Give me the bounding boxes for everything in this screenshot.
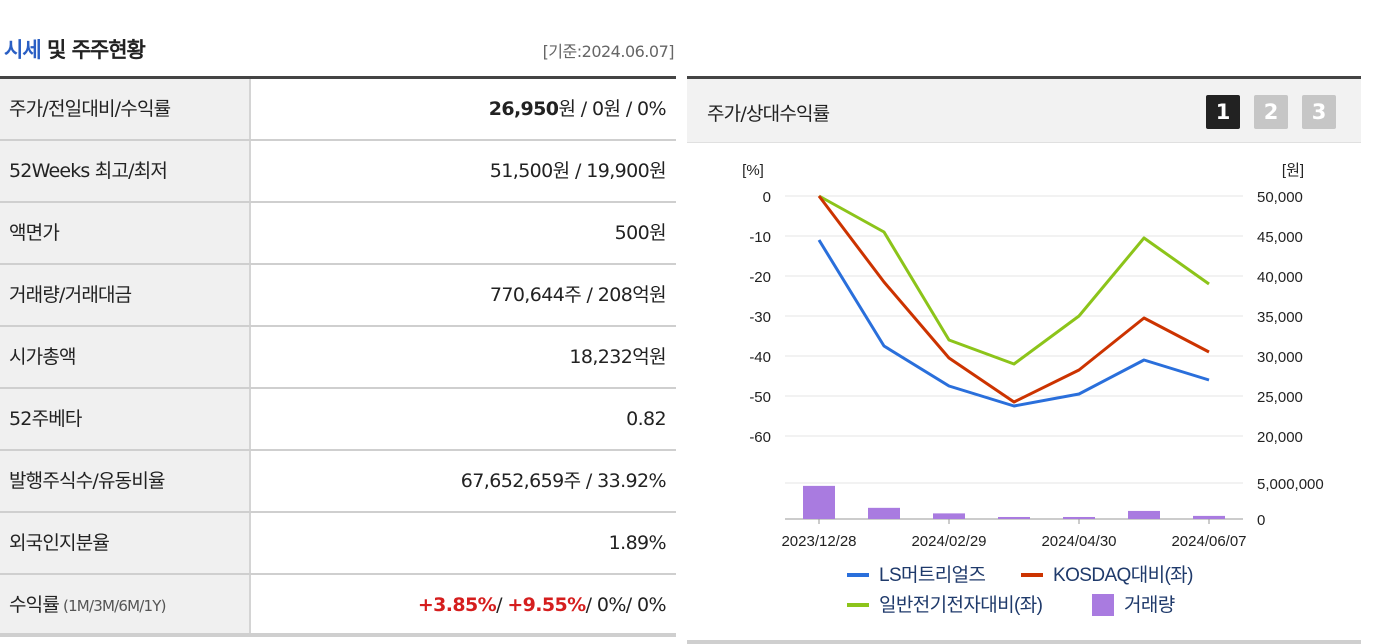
series-line: [817, 239, 1210, 408]
volume-bar: [1193, 515, 1225, 519]
right-tick-label: 35,000: [1257, 309, 1303, 326]
left-tick-label: -30: [749, 309, 771, 326]
row-label: 52주베타: [0, 389, 251, 449]
row-label: 외국인지분율: [0, 513, 251, 573]
row-label: 52Weeks 최고/최저: [0, 141, 251, 201]
row-value: 770,644주 / 208억원: [489, 284, 667, 306]
legend-label: 일반전기전자대비(좌): [879, 594, 1043, 616]
row-value: 67,652,659주 / 33.92%: [460, 470, 667, 492]
legend-label: 거래량: [1124, 594, 1175, 616]
x-tick-label: 2023/12/28: [781, 533, 856, 550]
left-tick-label: -50: [749, 389, 771, 406]
row-value: +3.85%/ +9.55%/ 0%/ 0%: [417, 594, 667, 616]
chart-panel: 주가/상대수익률 1 2 3 [%] [원] 0 50,000 -10 45,000 -20…: [687, 76, 1361, 644]
stock-summary-table: 주가/전일대비/수익률 26,950원 / 0원 / 0% 52Weeks 최고…: [0, 76, 676, 637]
left-tick-label: -10: [749, 229, 771, 246]
x-tick-label: 2024/06/07: [1171, 533, 1246, 550]
table-row: 시가총액 18,232억원: [0, 327, 676, 389]
row-label: 시가총액: [0, 327, 251, 387]
row-label: 수익률 (1M/3M/6M/1Y): [0, 575, 251, 633]
x-tick-label: 2024/04/30: [1041, 533, 1116, 550]
row-value: 51,500원 / 19,900원: [489, 160, 667, 182]
volume-tick-label: 0: [1257, 512, 1265, 529]
right-tick-label: 30,000: [1257, 349, 1303, 366]
right-tick-label: 20,000: [1257, 429, 1303, 446]
base-date: [기준:2024.06.07]: [542, 42, 675, 61]
volume-bar: [868, 507, 900, 519]
row-value: 1.89%: [608, 532, 667, 554]
left-tick-label: -20: [749, 269, 771, 286]
divider: [687, 640, 1361, 644]
chart-header: 주가/상대수익률 1 2 3: [687, 79, 1361, 143]
legend-label: KOSDAQ대비(좌): [1053, 564, 1193, 586]
table-row: 52주베타 0.82: [0, 389, 676, 451]
return-1m: +3.85%: [417, 594, 497, 616]
table-row: 주가/전일대비/수익률 26,950원 / 0원 / 0%: [0, 79, 676, 141]
series-line: [817, 195, 1210, 404]
left-axis-unit: [%]: [742, 162, 764, 179]
row-value: 500원: [614, 222, 667, 244]
volume-bar: [933, 513, 965, 519]
right-tick-label: 45,000: [1257, 229, 1303, 246]
right-tick-label: 50,000: [1257, 189, 1303, 206]
table-row: 외국인지분율 1.89%: [0, 513, 676, 575]
legend-swatch: [1092, 594, 1114, 616]
left-tick-label: 0: [763, 189, 771, 206]
return-3m: +9.55%: [507, 594, 586, 616]
chart-title: 주가/상대수익률: [707, 103, 830, 125]
volume-bar: [1128, 510, 1160, 519]
chart-page-1-button[interactable]: 1: [1206, 95, 1240, 129]
table-row: 거래량/거래대금 770,644주 / 208억원: [0, 265, 676, 327]
left-tick-label: -40: [749, 349, 771, 366]
table-row: 수익률 (1M/3M/6M/1Y) +3.85%/ +9.55%/ 0%/ 0%: [0, 575, 676, 637]
volume-tick-label: 5,000,000: [1257, 476, 1324, 493]
right-tick-label: 25,000: [1257, 389, 1303, 406]
row-label: 거래량/거래대금: [0, 265, 251, 325]
row-value: 26,950원 / 0원 / 0%: [488, 98, 667, 120]
right-tick-label: 40,000: [1257, 269, 1303, 286]
current-price: 26,950: [488, 98, 559, 120]
relative-return-chart: [%] [원] 0 50,000 -10 45,000 -20 40,000 -30 35,000…: [742, 162, 1324, 616]
return-6m: 0%: [596, 594, 627, 616]
series-line: [818, 194, 1210, 366]
row-label: 발행주식수/유동비율: [0, 451, 251, 511]
chart-pager: 1 2 3: [1206, 95, 1336, 129]
table-row: 액면가 500원: [0, 203, 676, 265]
section-header: 시세 및 주주현황 [기준:2024.06.07]: [0, 30, 676, 70]
volume-bar: [1063, 516, 1095, 519]
volume-bar: [803, 485, 835, 519]
legend-label: LS머트리얼즈: [879, 564, 986, 586]
x-tick-label: 2024/02/29: [911, 533, 986, 550]
chart-page-2-button[interactable]: 2: [1254, 95, 1288, 129]
row-value: 0.82: [626, 408, 667, 430]
return-1y: 0%: [637, 594, 667, 616]
row-value: 18,232억원: [569, 346, 666, 368]
volume-bar: [998, 516, 1030, 519]
row-label: 주가/전일대비/수익률: [0, 79, 251, 139]
row-label: 액면가: [0, 203, 251, 263]
right-axis-unit: [원]: [1282, 162, 1304, 179]
section-title: 시세 및 주주현황: [4, 38, 146, 62]
table-row: 52Weeks 최고/최저 51,500원 / 19,900원: [0, 141, 676, 203]
table-row: 발행주식수/유동비율 67,652,659주 / 33.92%: [0, 451, 676, 513]
left-tick-label: -60: [749, 429, 771, 446]
chart-page-3-button[interactable]: 3: [1302, 95, 1336, 129]
